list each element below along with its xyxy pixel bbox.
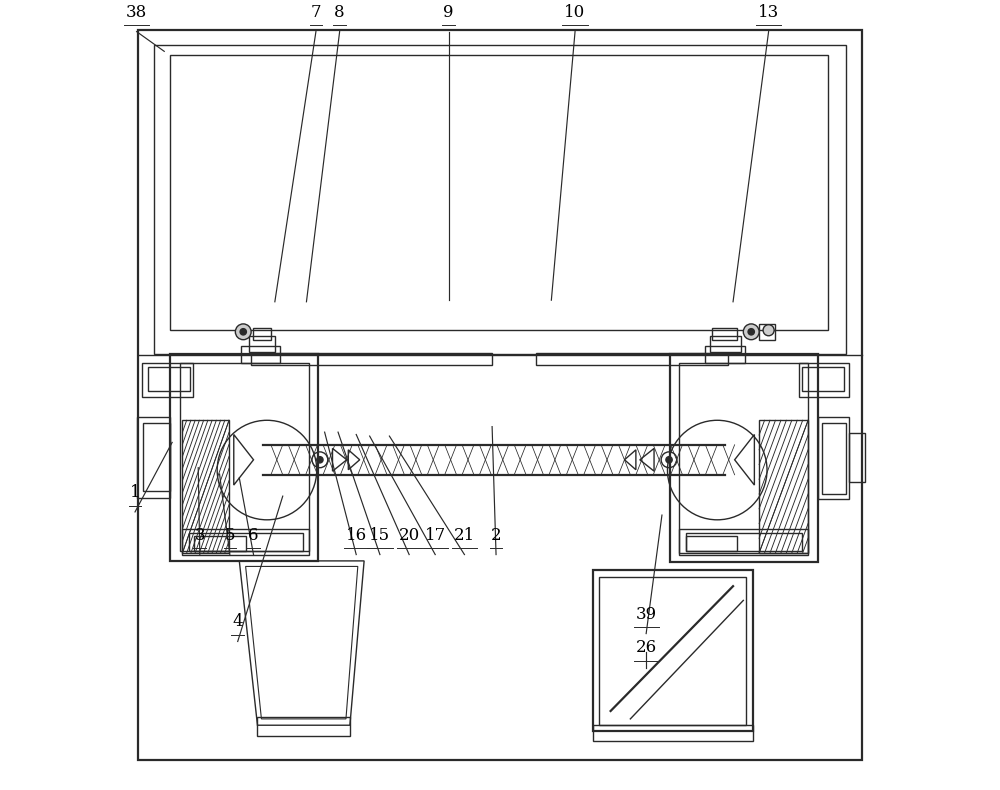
Bar <box>194 536 246 551</box>
Bar <box>599 577 746 725</box>
Bar <box>818 417 849 499</box>
Bar <box>142 363 193 397</box>
Bar <box>802 367 844 391</box>
Bar <box>670 354 818 562</box>
Bar <box>189 533 302 551</box>
Text: 1: 1 <box>130 483 140 501</box>
Text: 13: 13 <box>758 3 779 21</box>
Bar <box>822 423 846 494</box>
Text: 15: 15 <box>369 526 390 544</box>
Bar <box>148 367 190 391</box>
Bar <box>593 570 753 731</box>
Bar <box>182 529 309 555</box>
Bar <box>257 717 350 736</box>
Text: 9: 9 <box>443 3 454 21</box>
Bar <box>759 324 775 340</box>
Bar <box>593 725 753 741</box>
Bar <box>137 417 170 498</box>
Circle shape <box>748 329 754 335</box>
Bar <box>679 529 808 555</box>
Circle shape <box>235 324 251 340</box>
Bar <box>686 533 802 551</box>
Bar <box>170 55 828 330</box>
Bar <box>170 354 318 561</box>
Bar <box>251 353 492 365</box>
Text: 6: 6 <box>248 526 259 544</box>
Bar <box>710 336 741 352</box>
Text: 38: 38 <box>126 3 147 21</box>
Circle shape <box>763 325 774 336</box>
Circle shape <box>666 457 672 463</box>
Text: 8: 8 <box>334 3 345 21</box>
Bar <box>849 433 865 482</box>
Bar <box>686 536 737 551</box>
Text: 17: 17 <box>425 526 446 544</box>
Bar <box>180 363 309 551</box>
Bar <box>182 420 229 553</box>
Text: 10: 10 <box>564 3 586 21</box>
Circle shape <box>240 329 246 335</box>
Bar <box>679 363 808 553</box>
Bar <box>253 328 271 340</box>
Text: 4: 4 <box>232 613 243 630</box>
Bar <box>154 45 846 354</box>
Bar <box>536 353 728 365</box>
Text: 26: 26 <box>636 639 657 656</box>
Bar <box>799 363 849 397</box>
Circle shape <box>743 324 759 340</box>
Text: 39: 39 <box>636 605 657 623</box>
Bar <box>143 423 170 491</box>
Bar <box>759 420 808 553</box>
Bar <box>712 328 737 340</box>
Text: 21: 21 <box>454 526 475 544</box>
Text: 3: 3 <box>194 526 205 544</box>
Text: 16: 16 <box>346 526 367 544</box>
Bar <box>241 346 280 363</box>
Bar <box>249 336 275 352</box>
Text: 2: 2 <box>491 526 501 544</box>
Bar <box>705 346 745 363</box>
Circle shape <box>317 457 323 463</box>
Text: 7: 7 <box>311 3 321 21</box>
Text: 5: 5 <box>225 526 235 544</box>
Text: 20: 20 <box>399 526 420 544</box>
